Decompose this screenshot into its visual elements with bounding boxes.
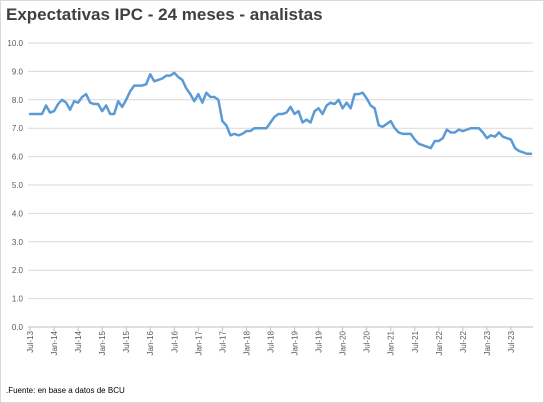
- x-tick-label: Jul-17: [218, 330, 227, 352]
- gridlines: [28, 42, 533, 328]
- x-tick-label: Jan-15: [98, 330, 107, 355]
- x-tick-label: Jan-23: [483, 330, 492, 355]
- x-tick-label: Jan-16: [146, 330, 155, 355]
- x-tick-label: Jul-15: [122, 330, 131, 352]
- y-axis-ticks: 0.0 1.0 2.0 3.0 4.0 5.0 6.0 7.0 8.0 9.0 10.0: [7, 39, 23, 332]
- y-tick-label: 4.0: [12, 209, 24, 218]
- x-tick-label: Jul-20: [363, 330, 372, 352]
- x-tick-label: Jul-22: [459, 330, 468, 352]
- x-tick-label: Jul-23: [507, 330, 516, 352]
- x-tick-label: Jul-13: [26, 330, 35, 352]
- y-tick-label: 0.0: [12, 323, 24, 332]
- y-tick-label: 7.0: [12, 124, 24, 133]
- x-tick-label: Jul-14: [74, 330, 83, 352]
- y-tick-label: 3.0: [12, 238, 24, 247]
- x-tick-label: Jul-18: [266, 330, 275, 352]
- y-tick-label: 2.0: [12, 266, 24, 275]
- x-tick-label: Jan-17: [194, 330, 203, 355]
- x-tick-label: Jul-21: [411, 330, 420, 352]
- x-tick-label: Jul-16: [170, 330, 179, 352]
- series-line: [28, 71, 533, 156]
- source-note: .Fuente: en base a datos de BCU: [6, 386, 125, 395]
- y-tick-label: 9.0: [12, 67, 24, 76]
- x-tick-label: Jan-18: [242, 330, 251, 355]
- x-tick-label: Jan-20: [339, 330, 348, 355]
- y-tick-label: 8.0: [12, 96, 24, 105]
- series-group: [28, 71, 533, 156]
- x-tick-label: Jan-21: [387, 330, 396, 355]
- y-tick-label: 5.0: [12, 181, 24, 190]
- x-axis-ticks: Jul-13 Jan-14 Jul-14 Jan-15 Jul-15 Jan-16 Jul-…: [26, 327, 516, 355]
- y-tick-label: 6.0: [12, 153, 24, 162]
- chart-title: Expectativas IPC - 24 meses - analistas: [6, 5, 323, 24]
- x-tick-label: Jan-22: [435, 330, 444, 355]
- x-tick-label: Jul-19: [315, 330, 324, 352]
- x-tick-label: Jan-19: [291, 330, 300, 355]
- y-tick-label: 1.0: [12, 295, 24, 304]
- y-tick-label: 10.0: [7, 39, 23, 48]
- x-tick-label: Jan-14: [50, 330, 59, 355]
